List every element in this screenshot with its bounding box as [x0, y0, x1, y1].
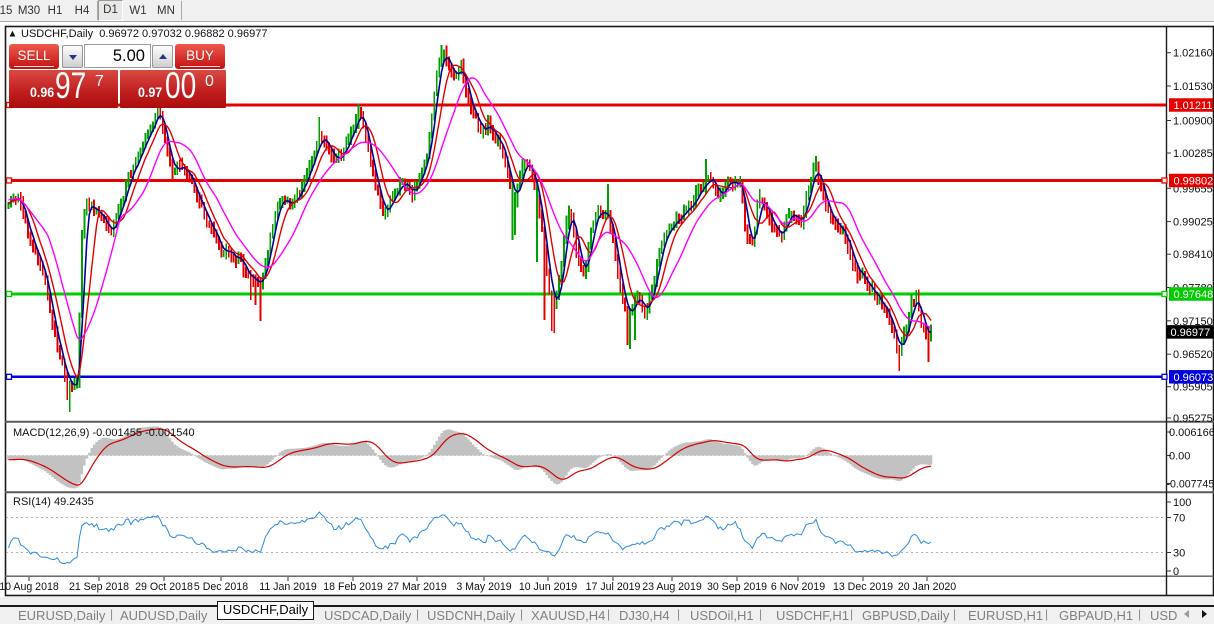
svg-text:21 Sep 2018: 21 Sep 2018 — [69, 581, 129, 593]
svg-text:MACD(12,26,9) -0.001455 -0.001: MACD(12,26,9) -0.001455 -0.001540 — [13, 427, 195, 439]
svg-text:3 May 2019: 3 May 2019 — [456, 581, 511, 593]
svg-text:1.02160: 1.02160 — [1173, 48, 1213, 60]
svg-text:0.98410: 0.98410 — [1173, 249, 1213, 261]
svg-text:1.00285: 1.00285 — [1173, 148, 1213, 160]
svg-text:▲: ▲ — [8, 29, 18, 40]
svg-text:5 Dec 2018: 5 Dec 2018 — [194, 581, 248, 593]
svg-text:11 Jan 2019: 11 Jan 2019 — [259, 581, 317, 593]
svg-text:27 Mar 2019: 27 Mar 2019 — [387, 581, 447, 593]
svg-text:USDCHF,Daily 0.96972 0.97032: USDCHF,Daily 0.96972 0.97032 0.96882 0.9… — [21, 28, 267, 40]
svg-text:0.96520: 0.96520 — [1173, 349, 1213, 361]
svg-text:30 Sep 2019: 30 Sep 2019 — [707, 581, 767, 593]
svg-text:29 Oct 2018: 29 Oct 2018 — [135, 581, 193, 593]
svg-text:0.006166: 0.006166 — [1169, 427, 1214, 439]
svg-text:1.00900: 1.00900 — [1173, 116, 1213, 128]
svg-text:0.00: 0.00 — [1169, 451, 1190, 463]
svg-text:0.97648: 0.97648 — [1174, 289, 1214, 301]
svg-text:0.99025: 0.99025 — [1173, 217, 1213, 229]
svg-text:0.96977: 0.96977 — [1171, 327, 1211, 339]
svg-text:-0.007745: -0.007745 — [1167, 479, 1214, 491]
svg-text:20 Jan 2020: 20 Jan 2020 — [898, 581, 956, 593]
svg-text:23 Aug 2019: 23 Aug 2019 — [642, 581, 702, 593]
svg-text:100: 100 — [1173, 497, 1191, 509]
svg-text:30: 30 — [1173, 548, 1185, 560]
svg-text:6 Nov 2019: 6 Nov 2019 — [771, 581, 825, 593]
svg-text:13 Dec 2019: 13 Dec 2019 — [833, 581, 893, 593]
svg-text:18 Feb 2019: 18 Feb 2019 — [323, 581, 383, 593]
svg-text:10 Aug 2018: 10 Aug 2018 — [0, 581, 59, 593]
svg-text:0: 0 — [1173, 566, 1179, 578]
svg-text:70: 70 — [1173, 513, 1185, 525]
svg-text:1.01530: 1.01530 — [1173, 81, 1213, 93]
svg-text:0.99802: 0.99802 — [1174, 176, 1214, 188]
svg-text:0.95905: 0.95905 — [1173, 382, 1213, 394]
svg-text:1.01211: 1.01211 — [1174, 100, 1213, 112]
svg-text:0.96073: 0.96073 — [1174, 372, 1214, 384]
svg-text:17 Jul 2019: 17 Jul 2019 — [586, 581, 641, 593]
svg-text:0.95275: 0.95275 — [1173, 413, 1213, 425]
svg-text:RSI(14) 49.2435: RSI(14) 49.2435 — [13, 496, 94, 508]
svg-text:10 Jun 2019: 10 Jun 2019 — [519, 581, 577, 593]
svg-text:0.97150: 0.97150 — [1173, 316, 1213, 328]
